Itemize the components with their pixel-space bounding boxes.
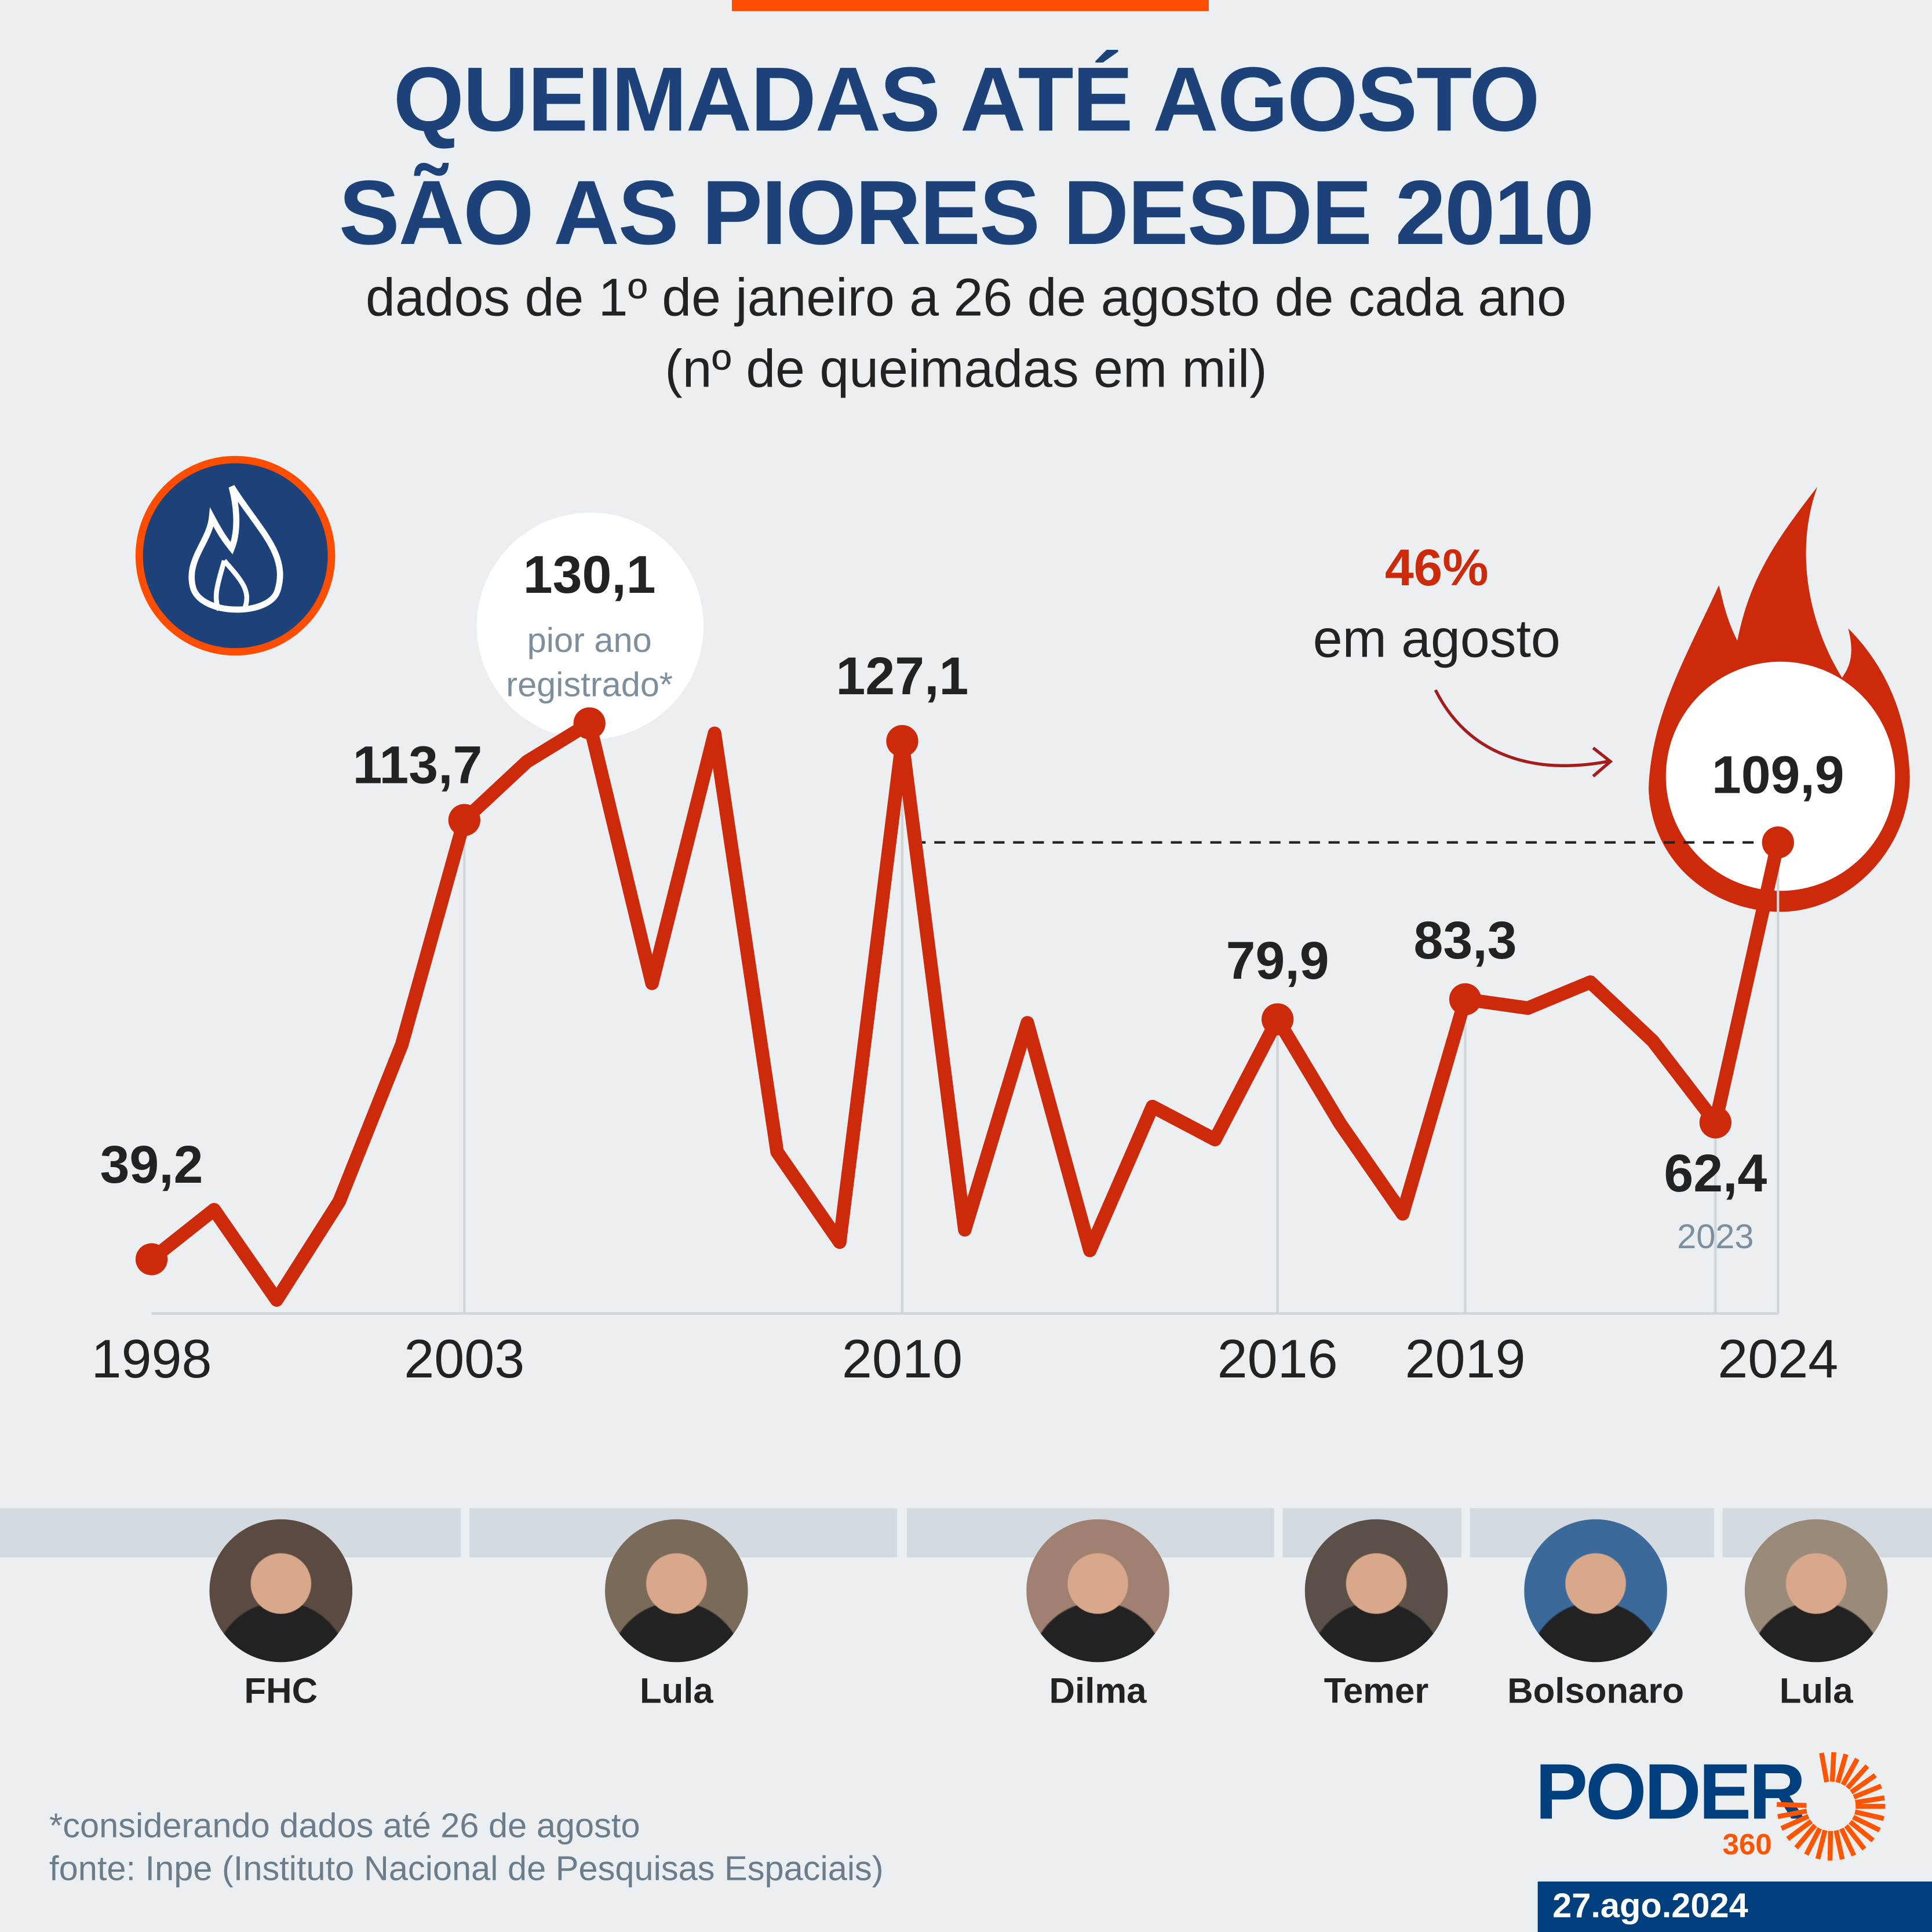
value-label: 83,3 bbox=[1414, 911, 1517, 970]
avatar bbox=[1744, 1519, 1888, 1663]
value-label: 109,9 bbox=[1712, 746, 1844, 805]
title-line-2: SÃO AS PIORES DESDE 2010 bbox=[338, 161, 1594, 264]
series-line bbox=[147, 716, 1785, 1307]
president-fhc: FHC bbox=[170, 1519, 392, 1713]
publish-date: 27.ago.2024 bbox=[1537, 1881, 1932, 1932]
avatar bbox=[605, 1519, 748, 1663]
president-name: Dilma bbox=[1049, 1672, 1147, 1712]
fire-badge-icon bbox=[135, 455, 336, 656]
president-name: Lula bbox=[639, 1672, 713, 1712]
value-label: 130,1 bbox=[523, 545, 656, 604]
top-accent-bar bbox=[732, 0, 1209, 12]
avatar bbox=[1026, 1519, 1169, 1663]
annotation-arrow bbox=[1434, 689, 1609, 767]
annotation-pct: 46% bbox=[1385, 538, 1489, 596]
data-point bbox=[135, 1243, 168, 1275]
value-label: 62,4 bbox=[1664, 1144, 1767, 1203]
president-bolsonaro: Bolsonaro bbox=[1485, 1519, 1707, 1713]
value-note: 2023 bbox=[1677, 1217, 1754, 1256]
avatar bbox=[1304, 1519, 1448, 1663]
fire-highlight-icon bbox=[1648, 486, 1910, 912]
arrow-head-icon bbox=[1592, 746, 1613, 778]
data-point bbox=[1762, 826, 1794, 859]
president-dilma: Dilma bbox=[987, 1519, 1209, 1713]
president-name: FHC bbox=[244, 1672, 318, 1712]
value-label: 39,2 bbox=[100, 1135, 203, 1194]
president-temer: Temer bbox=[1266, 1519, 1488, 1713]
president-lula: Lula bbox=[1705, 1519, 1927, 1713]
x-tick-label: 2019 bbox=[1405, 1328, 1525, 1389]
sunburst-logo-icon bbox=[1777, 1752, 1886, 1861]
source: fonte: Inpe (Instituto Nacional de Pesqu… bbox=[49, 1849, 884, 1888]
x-tick-label: 2016 bbox=[1217, 1328, 1338, 1389]
x-tick-label: 1998 bbox=[91, 1328, 212, 1389]
value-label: 79,9 bbox=[1226, 931, 1329, 990]
value-label: 113,7 bbox=[353, 735, 483, 794]
president-name: Lula bbox=[1779, 1672, 1853, 1712]
x-tick-label: 2003 bbox=[404, 1328, 524, 1389]
brand-logo: PODER bbox=[1535, 1747, 1806, 1836]
president-lula: Lula bbox=[566, 1519, 788, 1713]
annotation-text: em agosto bbox=[1313, 609, 1561, 668]
avatar bbox=[1524, 1519, 1667, 1663]
avatar bbox=[209, 1519, 353, 1663]
brand-logo-360: 360 bbox=[1722, 1828, 1772, 1862]
worst-year-bubble bbox=[476, 512, 704, 739]
president-name: Bolsonaro bbox=[1507, 1672, 1684, 1712]
title-line-1: QUEIMADAS ATÉ AGOSTO bbox=[393, 48, 1540, 151]
data-point bbox=[1699, 1106, 1731, 1139]
subtitle-line-1: dados de 1º de janeiro a 26 de agosto de… bbox=[366, 268, 1566, 328]
value-note: pior ano bbox=[527, 621, 652, 659]
president-name: Temer bbox=[1324, 1672, 1429, 1712]
data-point bbox=[1262, 1003, 1294, 1036]
footnote: *considerando dados até 26 de agosto bbox=[49, 1806, 640, 1845]
x-tick-label: 2024 bbox=[1718, 1328, 1838, 1389]
value-label: 127,1 bbox=[836, 647, 969, 706]
value-note-2: registrado* bbox=[506, 665, 673, 703]
data-point bbox=[1449, 983, 1482, 1016]
data-point bbox=[886, 725, 918, 757]
data-point bbox=[448, 804, 480, 836]
x-tick-label: 2010 bbox=[842, 1328, 963, 1389]
subtitle-line-2: (nº de queimadas em mil) bbox=[665, 340, 1267, 399]
data-point bbox=[573, 707, 606, 739]
